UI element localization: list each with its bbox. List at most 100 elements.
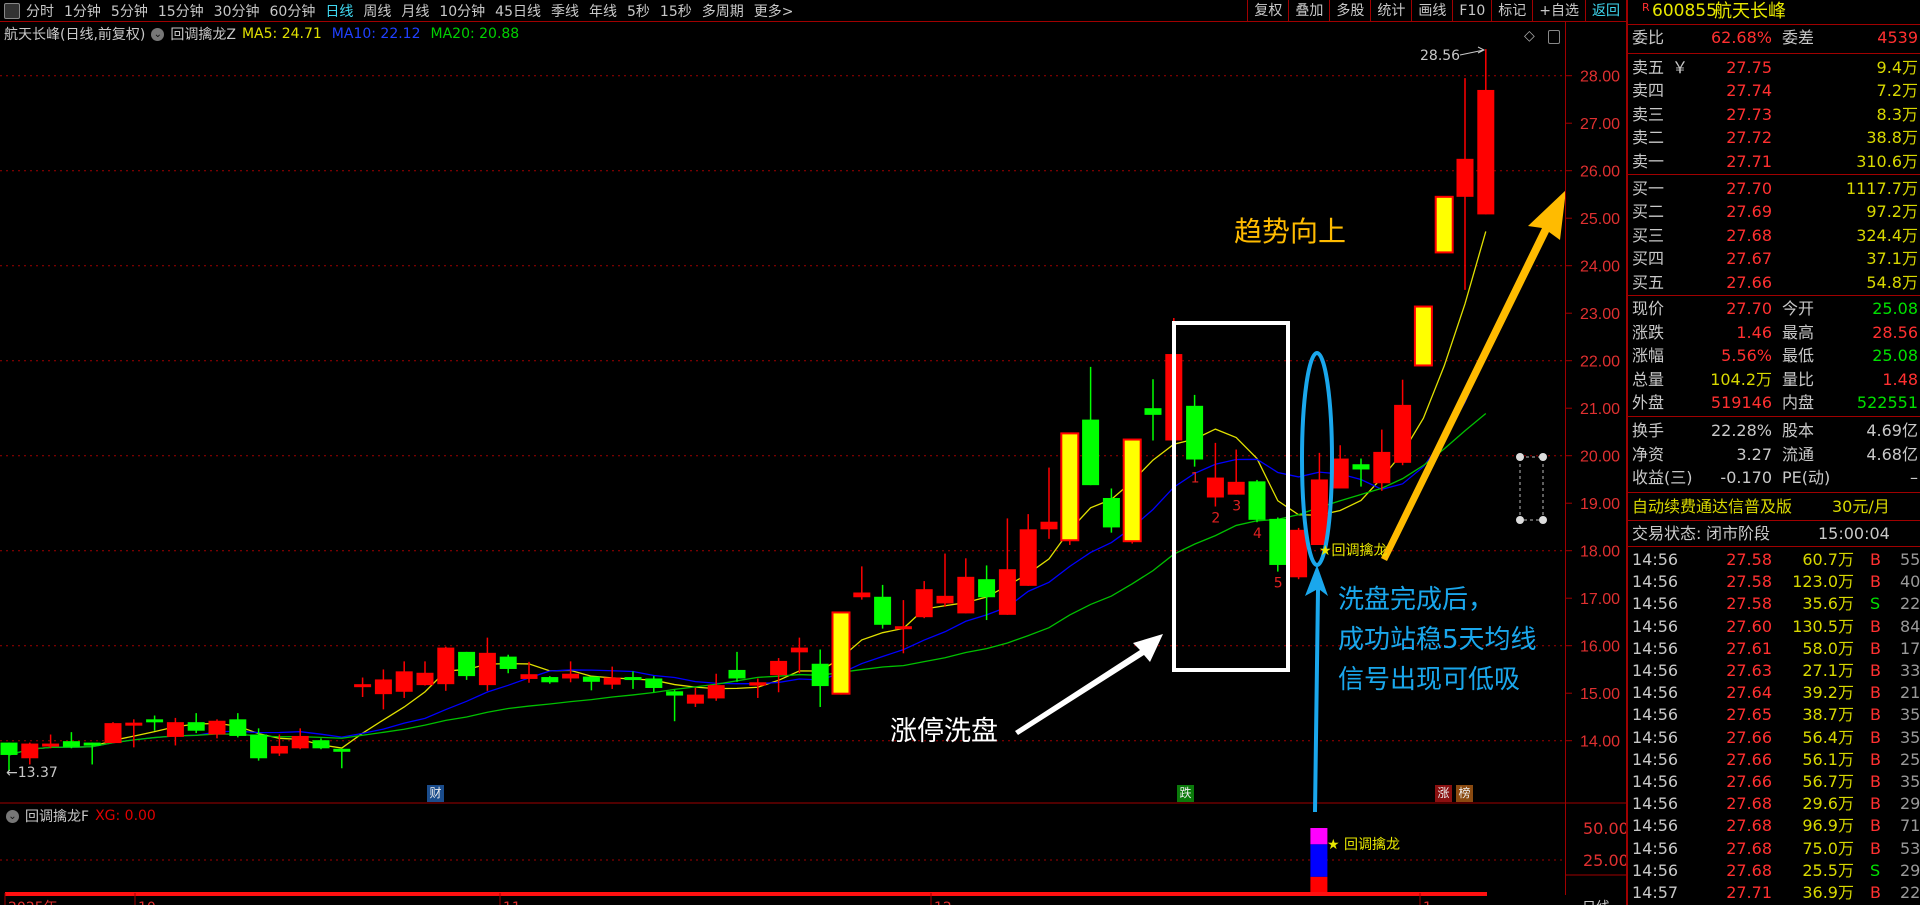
candle[interactable]: [1040, 467, 1058, 539]
candle[interactable]: [1082, 366, 1100, 486]
candle[interactable]: [978, 565, 996, 621]
washout-box[interactable]: [1172, 321, 1290, 672]
candle[interactable]: [520, 661, 538, 683]
candle[interactable]: [624, 671, 642, 689]
candle[interactable]: [1227, 449, 1245, 495]
candle[interactable]: [1373, 429, 1391, 491]
candle[interactable]: [894, 600, 912, 654]
indicator-name[interactable]: 回调擒龙Z: [170, 27, 236, 43]
candle[interactable]: [645, 676, 663, 693]
limit-up-candle[interactable]: [1122, 438, 1142, 544]
candle[interactable]: [686, 687, 704, 707]
candle[interactable]: [291, 728, 309, 750]
candle[interactable]: [354, 677, 372, 697]
chevron-down-icon[interactable]: ⌄: [151, 27, 165, 41]
period-label[interactable]: 日线: [1582, 900, 1610, 905]
drop-badge[interactable]: 跌: [1177, 785, 1194, 802]
candle[interactable]: [1477, 49, 1495, 215]
candle[interactable]: [229, 713, 247, 738]
limit-up-candle[interactable]: [1434, 195, 1454, 254]
toolbar-button[interactable]: 返回: [1585, 0, 1626, 22]
tab-period[interactable]: 周线: [363, 3, 392, 20]
promo-row[interactable]: 自动续费通达信普及版 30元/月: [1632, 495, 1918, 518]
candle[interactable]: [666, 689, 684, 722]
sidebar-toggle-icon[interactable]: [4, 2, 20, 19]
candle[interactable]: [395, 661, 413, 698]
candle[interactable]: [1456, 78, 1474, 290]
limit-up-candle[interactable]: [831, 611, 851, 695]
candle[interactable]: [915, 581, 933, 619]
candle[interactable]: [62, 732, 80, 749]
candle[interactable]: [21, 742, 39, 765]
candle[interactable]: [811, 649, 829, 707]
candle[interactable]: [1248, 479, 1266, 523]
diamond-icon[interactable]: ◇: [1524, 28, 1535, 44]
candle[interactable]: [582, 676, 600, 691]
limit-up-badge[interactable]: 涨: [1435, 785, 1452, 802]
candle[interactable]: [770, 658, 788, 693]
candle[interactable]: [146, 715, 164, 731]
candle[interactable]: [1144, 379, 1162, 441]
candle[interactable]: [874, 584, 892, 629]
toolbar-button[interactable]: 统计: [1370, 0, 1411, 22]
candle[interactable]: [250, 728, 268, 761]
panel-toggle-icon[interactable]: [1548, 30, 1560, 44]
candle[interactable]: [1206, 442, 1224, 507]
toolbar-button[interactable]: 标记: [1491, 0, 1532, 22]
tab-period[interactable]: 更多>: [753, 3, 794, 20]
candle[interactable]: [728, 651, 746, 682]
tab-period[interactable]: 日线: [325, 3, 354, 20]
finance-badge[interactable]: 财: [427, 785, 444, 802]
orange-arrow[interactable]: [1381, 190, 1566, 561]
toolbar-button[interactable]: 叠加: [1288, 0, 1329, 22]
tab-period[interactable]: 45日线: [495, 3, 541, 20]
candle[interactable]: [499, 654, 517, 674]
tab-period[interactable]: 月线: [401, 3, 430, 20]
candle[interactable]: [478, 637, 496, 691]
candle[interactable]: [437, 646, 455, 691]
tab-period[interactable]: 30分钟: [213, 3, 260, 20]
tab-period[interactable]: 1分钟: [64, 3, 101, 20]
tab-period[interactable]: 多周期: [701, 3, 744, 20]
candle[interactable]: [1102, 488, 1120, 533]
candle[interactable]: [1269, 517, 1287, 572]
candle[interactable]: [1331, 445, 1349, 489]
candle[interactable]: [187, 713, 205, 734]
candle[interactable]: [562, 661, 580, 683]
tab-period[interactable]: 10分钟: [439, 3, 486, 20]
candle[interactable]: [936, 553, 954, 607]
candle[interactable]: [333, 748, 351, 769]
candle[interactable]: [416, 661, 434, 686]
indicator-sub-name[interactable]: 回调擒龙F: [25, 809, 90, 825]
candle[interactable]: [374, 669, 392, 710]
candle[interactable]: [707, 673, 725, 701]
candle[interactable]: [603, 666, 621, 689]
candle[interactable]: [83, 742, 101, 765]
limit-up-candle[interactable]: [1413, 305, 1433, 367]
candle[interactable]: [1290, 527, 1308, 580]
candle[interactable]: [42, 734, 60, 749]
selection-handle[interactable]: [1516, 453, 1547, 524]
candle[interactable]: [749, 678, 767, 698]
kline-chart[interactable]: 28.00 27.00 26.00 25.00 24.00 23.00 22.00 21.00…: [0, 0, 1626, 905]
candle[interactable]: [853, 566, 871, 600]
tab-period[interactable]: 5秒: [626, 3, 650, 20]
toolbar-button[interactable]: 复权: [1247, 0, 1288, 22]
ranking-badge[interactable]: 榜: [1456, 785, 1473, 802]
candle[interactable]: [270, 734, 288, 756]
tab-period[interactable]: 年线: [588, 3, 617, 20]
toolbar-button[interactable]: 多股: [1329, 0, 1370, 22]
candle[interactable]: [458, 651, 476, 680]
candle[interactable]: [998, 518, 1016, 615]
tab-period[interactable]: 60分钟: [269, 3, 316, 20]
white-arrow[interactable]: [1015, 634, 1163, 735]
toolbar-button[interactable]: F10: [1452, 0, 1491, 22]
tab-period[interactable]: 5分钟: [110, 3, 148, 20]
candle[interactable]: [125, 719, 143, 748]
candle[interactable]: [312, 738, 330, 750]
candle[interactable]: [1310, 452, 1328, 545]
tab-period[interactable]: 季线: [550, 3, 579, 20]
candle[interactable]: [166, 717, 184, 746]
candle[interactable]: [957, 558, 975, 614]
chevron-down-icon[interactable]: ⌄: [6, 809, 19, 823]
